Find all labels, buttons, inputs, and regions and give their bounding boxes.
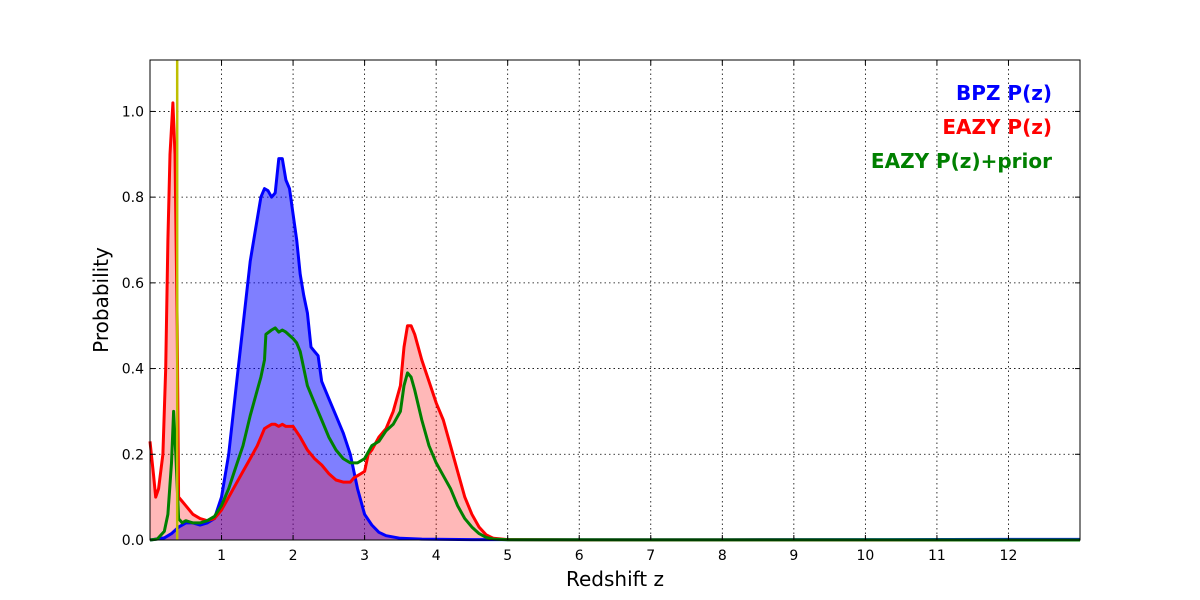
series-line: [149, 326, 1081, 542]
series-line: [148, 101, 1081, 542]
series-fills: [150, 102, 1080, 541]
y-tick-label: 0.2: [122, 447, 144, 463]
x-axis-label: Redshift z: [566, 567, 664, 591]
y-axis-label: Probability: [89, 247, 113, 353]
x-tick-label: 2: [289, 548, 298, 564]
series-area: [150, 102, 1080, 541]
x-tick-label: 6: [575, 548, 584, 564]
x-tick-label: 7: [646, 548, 655, 564]
y-tick-label: 0.4: [122, 362, 144, 378]
x-axis-ticks: 1 2 3 4 5 6 7 8 9 10 11 12: [217, 60, 1017, 564]
y-tick-label: 1.0: [122, 104, 144, 120]
x-tick-label: 11: [928, 548, 946, 564]
series-lines: [148, 101, 1081, 542]
x-tick-label: 5: [503, 548, 512, 564]
plot-frame: [149, 59, 1081, 541]
x-tick-label: 12: [1000, 548, 1018, 564]
x-tick-label: 9: [789, 548, 798, 564]
x-tick-label: 3: [360, 548, 369, 564]
series-area: [150, 158, 1080, 540]
y-axis-ticks: 0.0 0.2 0.4 0.6 0.8 1.0: [122, 104, 1080, 549]
y-tick-label: 0.0: [122, 533, 144, 549]
x-tick-label: 10: [856, 548, 874, 564]
x-tick-label: 1: [217, 548, 226, 564]
legend-entry: EAZY P(z)+prior: [871, 149, 1052, 173]
y-tick-label: 0.6: [122, 276, 144, 292]
x-tick-label: 4: [432, 548, 441, 564]
legend: BPZ P(z) EAZY P(z) EAZY P(z)+prior: [871, 81, 1052, 173]
y-tick-label: 0.8: [122, 190, 144, 206]
legend-entry: BPZ P(z): [956, 81, 1052, 105]
legend-entry: EAZY P(z): [942, 115, 1052, 139]
x-tick-label: 8: [718, 548, 727, 564]
